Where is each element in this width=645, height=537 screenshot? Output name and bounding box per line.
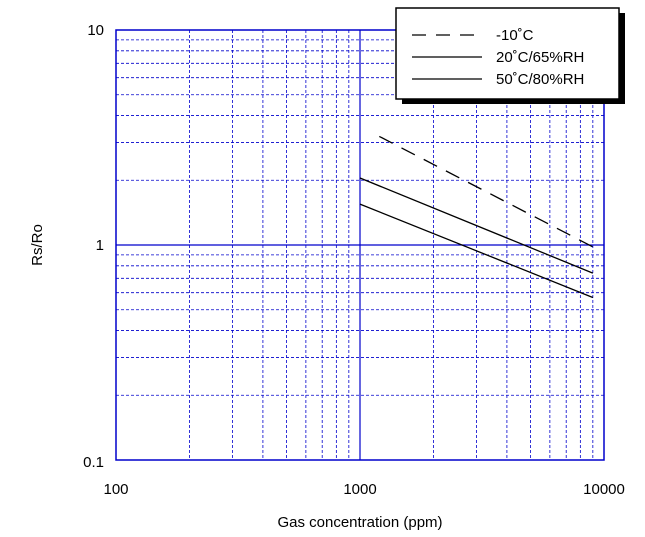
y-tick-label: 1 <box>96 237 104 254</box>
x-tick-label: 10000 <box>583 481 625 498</box>
plot-frame <box>115 29 605 461</box>
legend-label: 50˚C/80%RH <box>496 71 584 88</box>
y-tick-labels: 0.1 1 10 <box>83 22 104 471</box>
y-tick-label: 0.1 <box>83 454 104 471</box>
legend-label: 20˚C/65%RH <box>496 49 584 66</box>
series-line-3 <box>359 203 594 299</box>
series-line-1 <box>379 135 594 248</box>
y-axis-title: Rs/Ro <box>29 224 46 266</box>
x-tick-label: 100 <box>103 481 128 498</box>
y-tick-label: 10 <box>87 22 104 39</box>
series-lines <box>359 135 594 299</box>
legend: -10˚C 20˚C/65%RH 50˚C/80%RH <box>395 7 625 104</box>
x-tick-labels: 100 1000 10000 <box>103 481 624 498</box>
series-line-2 <box>359 177 594 274</box>
x-tick-label: 1000 <box>343 481 376 498</box>
x-axis-title: Gas concentration (ppm) <box>277 514 442 531</box>
legend-box <box>395 7 620 100</box>
legend-label: -10˚C <box>496 27 534 44</box>
